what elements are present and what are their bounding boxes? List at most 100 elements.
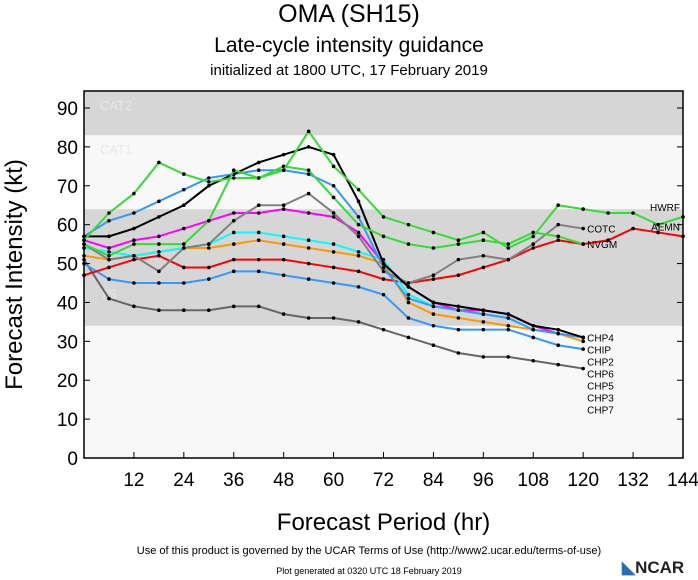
data-point (481, 265, 486, 270)
terms-of-use: Use of this product is governed by the U… (136, 545, 602, 557)
init-time: initialized at 1800 UTC, 17 February 201… (210, 62, 488, 79)
data-point (381, 292, 386, 297)
data-point (356, 199, 361, 204)
data-point (556, 343, 561, 348)
data-point (231, 304, 236, 309)
data-point (456, 273, 461, 278)
data-point (531, 323, 536, 328)
data-point (381, 269, 386, 274)
data-point (481, 308, 486, 313)
data-point (157, 242, 161, 246)
data-point (82, 238, 86, 243)
data-point (157, 199, 161, 204)
data-point (506, 312, 511, 316)
data-point (182, 226, 186, 231)
data-point (132, 238, 136, 243)
data-point (331, 250, 336, 254)
series-label: CHP6 (587, 369, 614, 380)
data-point (481, 312, 486, 316)
band-cat2 (84, 91, 683, 136)
data-point (231, 269, 236, 274)
y-tick-label: 0 (67, 449, 78, 470)
y-tick-label: 60 (57, 216, 78, 237)
data-point (531, 230, 536, 235)
data-point (331, 152, 336, 157)
data-point (132, 211, 136, 215)
data-point (281, 312, 286, 316)
data-point (481, 238, 486, 243)
data-point (406, 296, 411, 301)
data-point (206, 246, 211, 250)
data-point (107, 211, 111, 215)
data-point (331, 215, 336, 219)
data-point (356, 230, 361, 235)
series-label: CHP4 (587, 333, 614, 344)
data-point (281, 152, 286, 157)
data-point (581, 207, 585, 211)
data-point (506, 327, 511, 332)
data-point (506, 246, 511, 250)
data-point (331, 164, 336, 169)
data-point (306, 238, 311, 243)
data-point (456, 257, 461, 262)
data-point (182, 265, 186, 270)
data-point (306, 172, 311, 176)
data-point (182, 308, 186, 313)
data-point (631, 226, 635, 231)
data-point (406, 292, 411, 297)
data-point (182, 281, 186, 285)
x-tick-label: 48 (273, 470, 294, 491)
chart-subtitle: Late-cycle intensity guidance (214, 34, 484, 57)
data-point (206, 176, 211, 180)
series-label: HWRF (650, 203, 680, 214)
data-point (256, 176, 261, 180)
data-point (231, 218, 236, 223)
data-point (381, 327, 386, 332)
data-point (656, 230, 660, 235)
x-tick-label: 120 (567, 470, 599, 491)
data-point (356, 250, 361, 254)
data-point (281, 203, 286, 208)
data-point (381, 265, 386, 270)
data-point (306, 211, 311, 215)
data-point (381, 277, 386, 281)
data-point (281, 242, 286, 246)
x-tick-label: 12 (123, 470, 144, 491)
data-point (506, 316, 511, 320)
data-point (506, 242, 511, 246)
data-point (157, 253, 161, 258)
data-point (306, 316, 311, 320)
data-point (206, 242, 211, 246)
data-point (406, 281, 411, 285)
data-point (481, 320, 486, 324)
data-point (231, 176, 236, 180)
data-point (581, 339, 585, 344)
data-point (331, 211, 336, 215)
data-point (231, 211, 236, 215)
data-point (431, 323, 436, 328)
data-point (107, 246, 111, 250)
data-point (581, 335, 585, 340)
data-point (256, 257, 261, 262)
data-point (132, 253, 136, 258)
data-point (182, 172, 186, 176)
data-point (206, 180, 211, 184)
data-point (231, 230, 236, 235)
series-label: CHP3 (587, 393, 614, 404)
data-point (157, 308, 161, 313)
chart-title: OMA (SH15) (278, 0, 420, 28)
data-point (606, 238, 610, 243)
data-point (406, 300, 411, 305)
series-label: AEMN (651, 222, 680, 233)
data-point (356, 320, 361, 324)
data-point (456, 327, 461, 332)
data-point (531, 234, 536, 239)
data-point (281, 257, 286, 262)
y-tick-label: 80 (57, 138, 78, 159)
data-point (306, 277, 311, 281)
x-tick-label: 72 (373, 470, 394, 491)
y-axis-label: Forecast Intensity (kt) (1, 159, 28, 390)
data-point (206, 183, 211, 188)
data-point (531, 358, 536, 363)
